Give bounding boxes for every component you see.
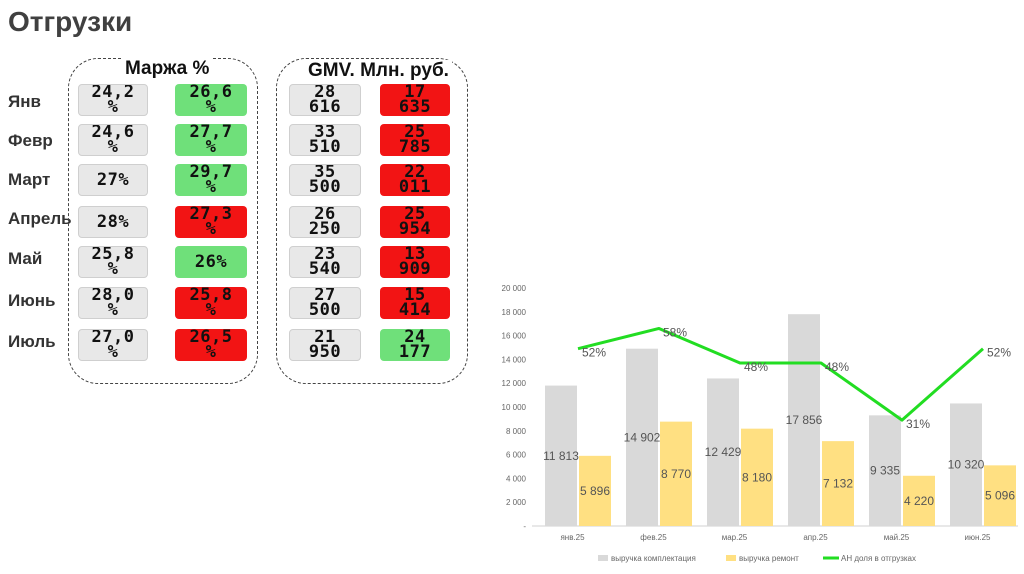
x-tick-label: янв.25 <box>560 533 585 542</box>
y-tick-label: 20 000 <box>502 284 527 293</box>
y-tick-label: 8 000 <box>506 427 527 436</box>
month-label: Май <box>8 249 43 268</box>
x-tick-label: июн.25 <box>964 533 991 542</box>
data-label: 8 180 <box>742 470 772 484</box>
y-tick-label: 6 000 <box>506 451 527 460</box>
gmv-plan-cell: 27 500 <box>289 287 361 319</box>
gmv-plan-cell: 28 616 <box>289 84 361 116</box>
gmv-plan-cell: 26 250 <box>289 206 361 238</box>
y-tick-label: 14 000 <box>502 355 527 364</box>
x-tick-label: май.25 <box>884 533 910 542</box>
gmv-fact-cell: 25 785 <box>380 124 450 156</box>
gmv-fact-cell: 13 909 <box>380 246 450 278</box>
margin-fact-cell: 27,7 % <box>175 124 247 156</box>
margin-plan-cell: 28,0 % <box>78 287 148 319</box>
page-title: Отгрузки <box>8 6 133 37</box>
month-label: Янв <box>8 92 41 111</box>
x-tick-label: мар.25 <box>722 533 748 542</box>
bar-komplektatsiya <box>545 385 577 526</box>
gmv-fact-cell: 15 414 <box>380 287 450 319</box>
x-tick-label: фев.25 <box>640 533 667 542</box>
margin-fact-cell: 26,6 % <box>175 84 247 116</box>
margin-plan-cell: 24,2 % <box>78 84 148 116</box>
line-point-label: 52% <box>582 346 606 360</box>
legend-swatch <box>726 555 736 561</box>
revenue-chart: 20 000 18 000 16 000 14 000 12 000 10 000 8 00… <box>490 274 1020 572</box>
bar-remont <box>903 475 935 526</box>
bar-remont <box>984 465 1016 526</box>
y-tick-label: 12 000 <box>502 379 527 388</box>
bar-komplektatsiya <box>626 348 658 526</box>
month-label: Февр <box>8 131 53 150</box>
data-label: 4 220 <box>904 494 934 508</box>
data-label: 11 813 <box>543 449 579 463</box>
month-label: Апрель <box>8 209 72 228</box>
data-label: 5 896 <box>580 484 610 498</box>
data-label: 17 856 <box>786 413 823 427</box>
data-label: 9 335 <box>870 464 900 478</box>
gmv-fact-cell: 22 011 <box>380 164 450 196</box>
data-label: 14 902 <box>624 430 661 444</box>
margin-fact-cell: 26% <box>175 246 247 278</box>
y-tick-label: 18 000 <box>502 308 527 317</box>
margin-fact-cell: 25,8 % <box>175 287 247 319</box>
line-point-label: 52% <box>987 346 1011 360</box>
gmv-panel-title: GMV. Млн. руб. <box>305 60 452 82</box>
data-label: 7 132 <box>823 477 853 491</box>
y-tick-label: 4 000 <box>506 474 527 483</box>
margin-plan-cell: 24,6 % <box>78 124 148 156</box>
legend-label: АН доля в отгрузках <box>841 554 916 563</box>
bar-komplektatsiya <box>707 378 739 526</box>
x-tick-label: апр.25 <box>803 533 828 542</box>
gmv-fact-cell: 24 177 <box>380 329 450 361</box>
margin-plan-cell: 25,8 % <box>78 246 148 278</box>
margin-plan-cell: 28% <box>78 206 148 238</box>
legend-label: выручка комплектация <box>611 554 696 563</box>
data-label: 8 770 <box>661 467 691 481</box>
data-label: 5 096 <box>985 489 1015 503</box>
margin-fact-cell: 27,3 % <box>175 206 247 238</box>
y-tick-label: 10 000 <box>502 403 527 412</box>
bar-remont <box>660 421 692 526</box>
month-label: Март <box>8 170 51 189</box>
gmv-panel <box>276 58 468 384</box>
gmv-fact-cell: 25 954 <box>380 206 450 238</box>
bar-komplektatsiya <box>950 403 982 526</box>
margin-fact-cell: 29,7 % <box>175 164 247 196</box>
bar-remont <box>741 428 773 526</box>
gmv-plan-cell: 35 500 <box>289 164 361 196</box>
gmv-plan-cell: 21 950 <box>289 329 361 361</box>
month-label: Июль <box>8 332 56 351</box>
bar-remont <box>822 441 854 526</box>
month-label: Июнь <box>8 291 56 310</box>
bar-komplektatsiya <box>788 314 820 526</box>
bar-komplektatsiya <box>869 415 901 526</box>
data-label: 10 320 <box>948 458 985 472</box>
line-point-label: 58% <box>663 325 687 339</box>
gmv-fact-cell: 17 635 <box>380 84 450 116</box>
line-point-label: 48% <box>825 360 849 374</box>
bar-remont <box>579 455 611 526</box>
margin-plan-cell: 27% <box>78 164 148 196</box>
line-an-share <box>577 326 984 422</box>
margin-plan-cell: 27,0 % <box>78 329 148 361</box>
data-label: 12 429 <box>705 445 742 459</box>
legend-swatch <box>598 555 608 561</box>
line-point-label: 31% <box>906 417 930 431</box>
y-tick-label: 2 000 <box>506 498 527 507</box>
y-tick-label: - <box>523 522 526 531</box>
y-tick-label: 16 000 <box>502 332 527 341</box>
margin-panel-title: Маржа % <box>122 58 213 80</box>
margin-fact-cell: 26,5 % <box>175 329 247 361</box>
line-point-label: 48% <box>744 360 768 374</box>
gmv-plan-cell: 23 540 <box>289 246 361 278</box>
legend-label: выручка ремонт <box>739 554 799 563</box>
gmv-plan-cell: 33 510 <box>289 124 361 156</box>
